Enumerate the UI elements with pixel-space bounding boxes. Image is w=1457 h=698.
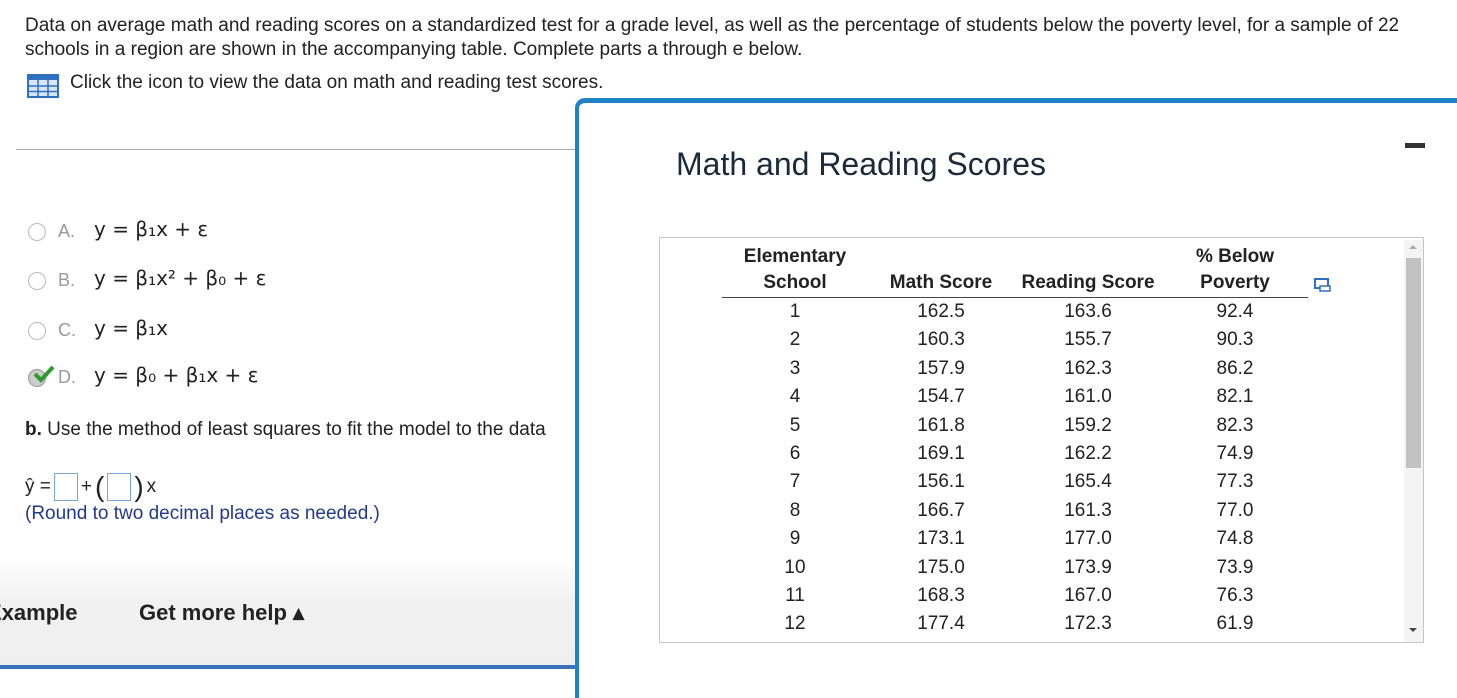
table-cell: 2 [789, 329, 801, 351]
table-cell: 155.7 [1064, 329, 1112, 351]
table-cell: 76.3 [1216, 585, 1254, 606]
table-cell: 169.1 [917, 443, 965, 464]
table-cell: 177.4 [917, 613, 965, 635]
divider [16, 149, 581, 150]
table-cell: 165.4 [1064, 471, 1112, 493]
table-cell: 161.3 [1064, 499, 1112, 521]
copy-icon[interactable] [1314, 277, 1334, 293]
column-header: Reading Score [1021, 272, 1155, 293]
scroll-up[interactable] [1408, 243, 1418, 251]
table-cell: 11 [785, 585, 805, 606]
header-rule [722, 297, 1308, 298]
table-cell: 156.1 [917, 471, 965, 493]
table-cell: 86.2 [1216, 357, 1254, 379]
table-cell: 12 [784, 613, 806, 635]
table-cell: 3 [789, 357, 801, 379]
option-formula: y = β₁x² + β₀ + ε [94, 266, 267, 290]
table-cell: 90.3 [1216, 329, 1254, 351]
answer-formula: ŷ = + () x [25, 471, 156, 503]
table-cell: 177.0 [1064, 528, 1112, 550]
data-link[interactable]: Click the icon to view the data on math … [70, 72, 604, 93]
page: Data on average math and reading scores … [0, 15, 1457, 698]
table-cell: 5 [789, 414, 801, 436]
table-cell: 61.9 [1216, 613, 1254, 635]
table-cell: 154.7 [917, 386, 965, 408]
table-icon[interactable] [27, 74, 59, 98]
part-b: b. Use the method of least squares to fi… [25, 419, 546, 441]
table-cell: 157.9 [917, 357, 965, 379]
check-mark [33, 365, 55, 383]
table-cell: 7 [789, 471, 801, 493]
column-header: Math Score [889, 272, 993, 293]
example-button[interactable]: Example [0, 600, 78, 625]
part-text: Use the method of least squares to fit t… [47, 419, 546, 440]
plus: + [80, 476, 92, 497]
table-cell: 162.2 [1064, 443, 1112, 464]
intro-text: Data on average math and reading scores … [25, 15, 1400, 60]
table-cell: 160.3 [917, 329, 965, 351]
table-cell: 6 [789, 443, 801, 464]
help-button[interactable]: Get more help ▴ [139, 600, 305, 625]
note: (Round to two decimal places as needed.) [25, 503, 380, 524]
answer-box[interactable] [107, 473, 132, 501]
answer-box[interactable] [53, 473, 78, 501]
table-cell: 74.9 [1216, 443, 1254, 464]
x: x [146, 476, 157, 497]
table-cell: 172.3 [1064, 613, 1112, 635]
table-cell: 166.7 [917, 499, 965, 521]
radio[interactable] [28, 223, 46, 241]
table-cell: 162.3 [1064, 357, 1112, 379]
option-letter: B. [58, 270, 76, 290]
table-cell: 168.3 [917, 585, 965, 606]
minimize-button[interactable] [1405, 143, 1425, 148]
part-label: b. [25, 419, 42, 440]
table-cell: 9 [789, 528, 801, 550]
column-header: Elementary School [743, 246, 847, 293]
table-cell: 163.6 [1064, 301, 1112, 322]
table-cell: 167.0 [1064, 585, 1112, 606]
table-cell: 77.0 [1216, 499, 1254, 521]
dialog-title: Math and Reading Scores [676, 146, 1046, 182]
table-cell: 161.0 [1064, 386, 1112, 408]
table-cell: 173.9 [1064, 556, 1112, 578]
option-formula: y = β₁x + ε [94, 217, 209, 241]
table-cell: 1 [789, 301, 801, 322]
paren: ) [134, 471, 144, 502]
table-cell: 8 [789, 499, 801, 521]
option-letter: C. [58, 320, 76, 340]
table-cell: 162.5 [917, 301, 965, 322]
table-cell: 4 [789, 386, 801, 408]
scroll-down[interactable] [1408, 626, 1418, 634]
option-formula: y = β₀ + β₁x + ε [94, 363, 259, 387]
dialog [575, 98, 1457, 698]
table-cell: 159.2 [1064, 414, 1112, 436]
table-cell: 73.9 [1216, 556, 1254, 578]
table-cell: 74.8 [1216, 528, 1254, 550]
table-cell: 77.3 [1216, 471, 1254, 493]
table-cell: 82.3 [1216, 414, 1254, 436]
table-cell: 173.1 [917, 528, 965, 550]
table-cell: 175.0 [917, 556, 965, 578]
table-cell: 82.1 [1216, 386, 1254, 408]
table-box [659, 237, 1424, 643]
paren: ( [94, 471, 105, 502]
option-letter: A. [58, 221, 76, 241]
table-cell: 161.8 [917, 414, 965, 436]
option-letter: D. [58, 367, 76, 387]
option-formula: y = β₁x [94, 316, 168, 340]
table-cell: 92.4 [1216, 301, 1254, 322]
table-cell: 10 [784, 556, 806, 578]
column-header: % Below Poverty [1195, 246, 1275, 293]
radio[interactable] [28, 322, 46, 340]
scroll-thumb[interactable] [1406, 258, 1421, 468]
yhat: ŷ = [25, 476, 51, 497]
radio[interactable] [28, 272, 46, 290]
